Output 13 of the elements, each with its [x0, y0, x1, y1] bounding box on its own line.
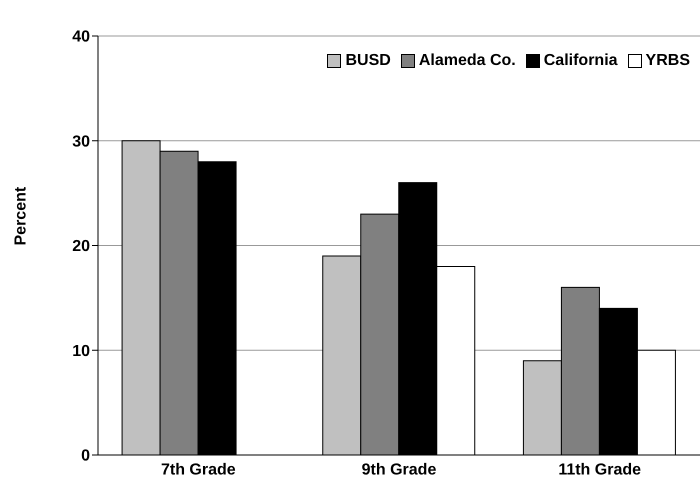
- x-tick-label: 9th Grade: [362, 461, 436, 478]
- legend-label: California: [544, 52, 618, 70]
- y-tick-label: 0: [81, 448, 90, 465]
- legend-label: YRBS: [646, 52, 690, 70]
- y-axis-title: Percent: [12, 186, 30, 246]
- y-tick-label: 20: [72, 238, 90, 256]
- legend-label: Alameda Co.: [418, 52, 516, 70]
- y-tick-label: 40: [72, 28, 90, 46]
- y-tick-label: 10: [72, 342, 90, 360]
- y-tick-label: 30: [72, 133, 90, 150]
- x-tick-label: 11th Grade: [558, 461, 642, 478]
- x-tick-label: 7th Grade: [160, 461, 236, 478]
- legend-label: BUSD: [345, 52, 391, 70]
